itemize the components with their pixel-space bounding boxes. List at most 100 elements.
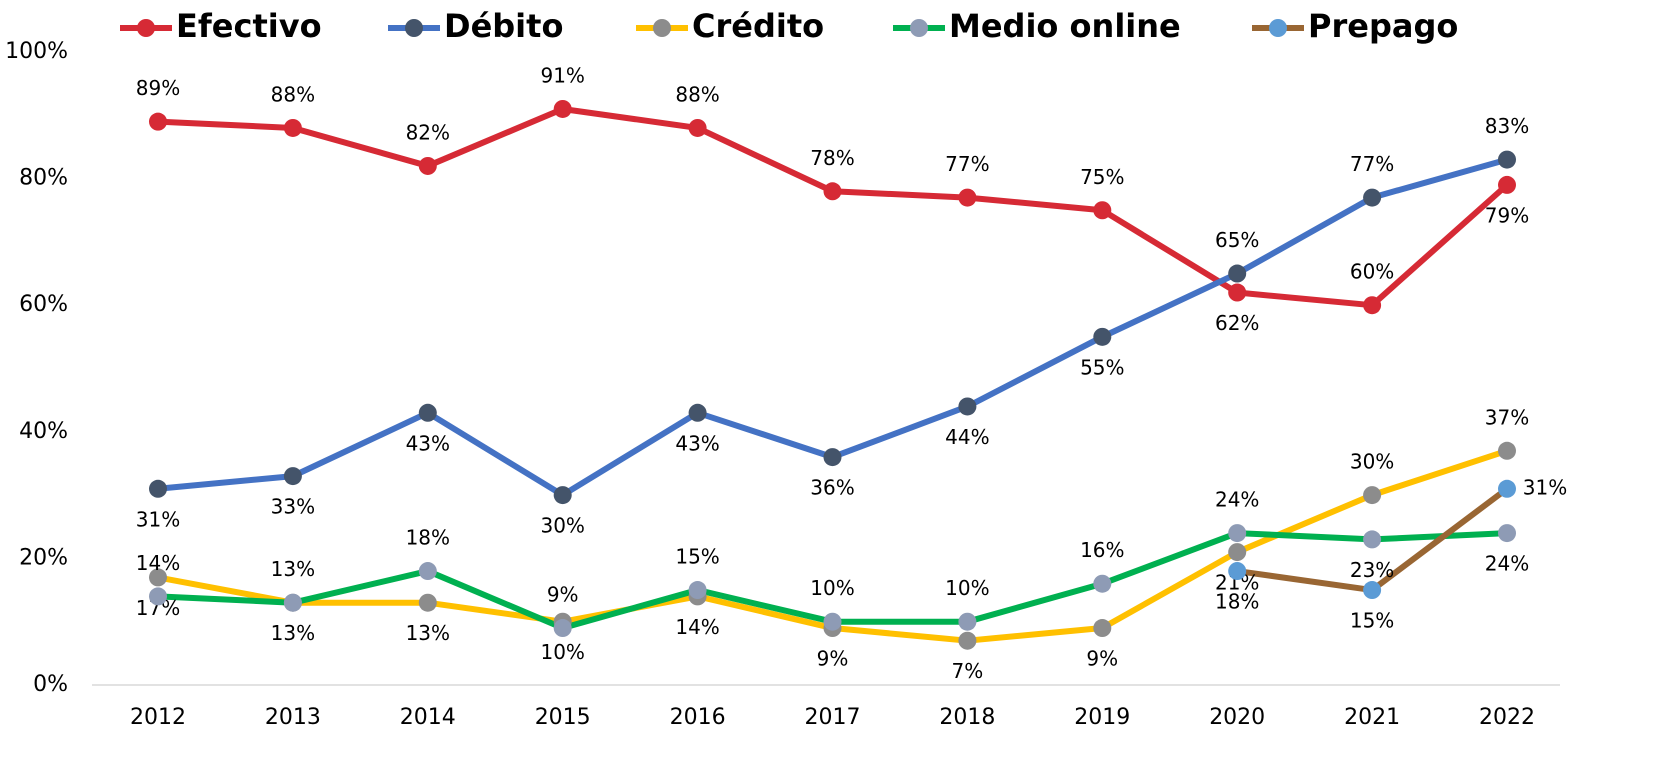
- marker: [418, 403, 437, 422]
- data-label: 13%: [406, 621, 450, 645]
- x-tick-label: 2017: [805, 705, 861, 730]
- marker: [823, 448, 842, 467]
- data-label: 36%: [810, 476, 854, 500]
- y-tick-label: 60%: [19, 292, 68, 317]
- marker: [688, 118, 707, 137]
- marker: [823, 182, 842, 201]
- marker: [1498, 150, 1516, 169]
- data-label: 83%: [1485, 114, 1529, 138]
- data-label: 9%: [1086, 647, 1118, 671]
- y-tick-label: 0%: [33, 672, 68, 697]
- marker: [149, 587, 167, 606]
- data-label: 30%: [1350, 450, 1394, 474]
- marker: [1093, 619, 1112, 638]
- x-tick-label: 2022: [1479, 705, 1535, 730]
- marker: [1228, 562, 1247, 581]
- legend-label: Efectivo: [176, 7, 322, 45]
- data-label: 77%: [945, 152, 989, 176]
- data-label: 43%: [675, 431, 719, 455]
- marker: [149, 479, 167, 498]
- marker: [688, 581, 707, 600]
- marker: [1363, 486, 1382, 505]
- marker: [1228, 524, 1247, 543]
- data-label: 75%: [1080, 165, 1124, 189]
- marker: [283, 593, 302, 612]
- data-label: 13%: [271, 621, 315, 645]
- marker: [418, 593, 437, 612]
- x-tick-label: 2012: [130, 705, 186, 730]
- data-label: 31%: [136, 507, 180, 531]
- data-label: 15%: [1350, 609, 1394, 633]
- marker: [1363, 581, 1382, 600]
- marker: [1498, 479, 1516, 498]
- data-label: 10%: [945, 576, 989, 600]
- marker: [1093, 574, 1112, 593]
- x-tick-label: 2014: [400, 705, 456, 730]
- marker: [1498, 441, 1516, 460]
- data-label: 9%: [817, 647, 849, 671]
- series-line: [157, 105, 1509, 309]
- data-label: 10%: [810, 576, 854, 600]
- series-line: [157, 156, 1508, 499]
- legend-label: Prepago: [1308, 7, 1458, 45]
- x-tick-label: 2013: [265, 705, 321, 730]
- marker: [283, 118, 302, 137]
- marker: [418, 562, 437, 581]
- marker: [958, 188, 977, 207]
- marker: [958, 631, 977, 650]
- data-label: 88%: [675, 82, 719, 106]
- marker: [553, 619, 572, 638]
- data-label: 44%: [945, 425, 989, 449]
- marker: [688, 403, 707, 422]
- data-label: 37%: [1485, 405, 1529, 429]
- marker: [823, 612, 842, 631]
- marker: [1093, 327, 1112, 346]
- marker: [958, 397, 977, 416]
- data-label: 18%: [406, 526, 450, 550]
- data-label: 89%: [136, 76, 180, 100]
- y-tick-label: 100%: [5, 39, 68, 64]
- y-tick-label: 20%: [19, 545, 68, 570]
- data-label: 23%: [1350, 558, 1394, 582]
- data-label: 60%: [1350, 260, 1394, 284]
- data-label: 82%: [406, 120, 450, 144]
- marker: [283, 467, 302, 486]
- data-label: 62%: [1215, 311, 1259, 335]
- data-label: 43%: [406, 431, 450, 455]
- marker: [1363, 530, 1382, 549]
- data-label: 77%: [1350, 152, 1394, 176]
- data-label: 14%: [136, 551, 180, 575]
- data-label: 7%: [952, 659, 984, 683]
- data-label: 79%: [1485, 203, 1529, 227]
- marker: [1228, 543, 1247, 562]
- marker: [1093, 201, 1112, 220]
- y-tick-label: 80%: [19, 166, 68, 191]
- x-tick-label: 2019: [1074, 705, 1130, 730]
- legend-label: Crédito: [692, 7, 824, 45]
- marker: [1363, 188, 1382, 207]
- data-label: 24%: [1485, 552, 1529, 576]
- marker: [149, 568, 167, 587]
- legend-marker: [910, 19, 928, 37]
- x-tick-label: 2020: [1209, 705, 1265, 730]
- data-label: 10%: [540, 640, 584, 664]
- marker: [553, 99, 572, 118]
- marker: [1363, 296, 1382, 315]
- marker: [1228, 264, 1247, 283]
- data-label: 65%: [1215, 228, 1259, 252]
- legend-marker: [1269, 19, 1287, 37]
- legend-marker: [405, 19, 423, 37]
- data-label: 30%: [540, 514, 584, 538]
- data-label: 14%: [675, 615, 719, 639]
- y-tick-label: 40%: [19, 419, 68, 444]
- data-label: 31%: [1523, 475, 1567, 499]
- marker: [418, 156, 437, 175]
- data-label: 15%: [675, 545, 719, 569]
- marker: [1498, 175, 1516, 194]
- marker: [1228, 283, 1247, 302]
- data-label: 18%: [1215, 590, 1259, 614]
- data-label: 91%: [540, 63, 584, 87]
- legend-label: Medio online: [949, 7, 1181, 45]
- x-tick-label: 2015: [535, 705, 591, 730]
